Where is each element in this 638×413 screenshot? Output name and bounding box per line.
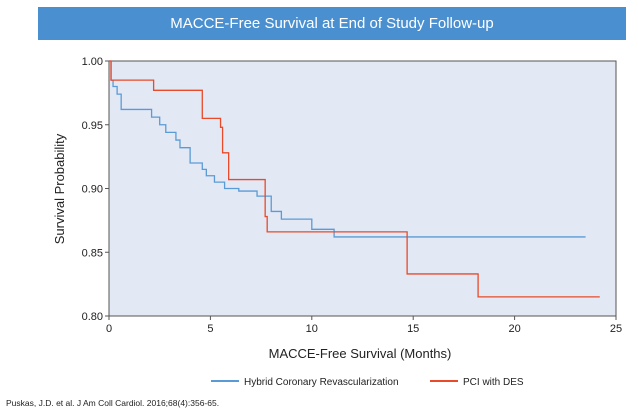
y-axis-label: Survival Probability	[52, 133, 67, 244]
x-axis-label: MACCE-Free Survival (Months)	[269, 346, 452, 361]
series-line-0	[109, 60, 586, 238]
legend: Hybrid Coronary Revascularization PCI wi…	[211, 377, 524, 388]
series-line-1	[109, 60, 600, 298]
chart-title: MACCE-Free Survival at End of Study Foll…	[170, 15, 494, 32]
x-tick-label: 15	[407, 323, 419, 335]
y-tick-label: 0.90	[82, 184, 103, 196]
axes: 0 5 10 15 20 25 0.80 0.85 0.90 0.95 1.00	[82, 56, 623, 335]
y-tick-label: 0.95	[82, 120, 103, 132]
x-tick-label: 20	[508, 323, 520, 335]
chart-title-banner: MACCE-Free Survival at End of Study Foll…	[38, 7, 626, 40]
x-tick-label: 0	[106, 323, 112, 335]
x-tick-label: 10	[306, 323, 318, 335]
y-tick-label: 0.80	[82, 311, 103, 323]
x-tick-label: 5	[207, 323, 213, 335]
x-tick-label: 25	[610, 323, 622, 335]
series-lines	[109, 60, 600, 298]
y-tick-label: 0.85	[82, 247, 103, 259]
legend-label-hcr: Hybrid Coronary Revascularization	[244, 377, 399, 388]
plot-area	[108, 60, 617, 317]
legend-label-pci: PCI with DES	[463, 377, 524, 388]
y-tick-label: 1.00	[82, 56, 103, 68]
citation: Puskas, J.D. et al. J Am Coll Cardiol. 2…	[6, 398, 220, 408]
